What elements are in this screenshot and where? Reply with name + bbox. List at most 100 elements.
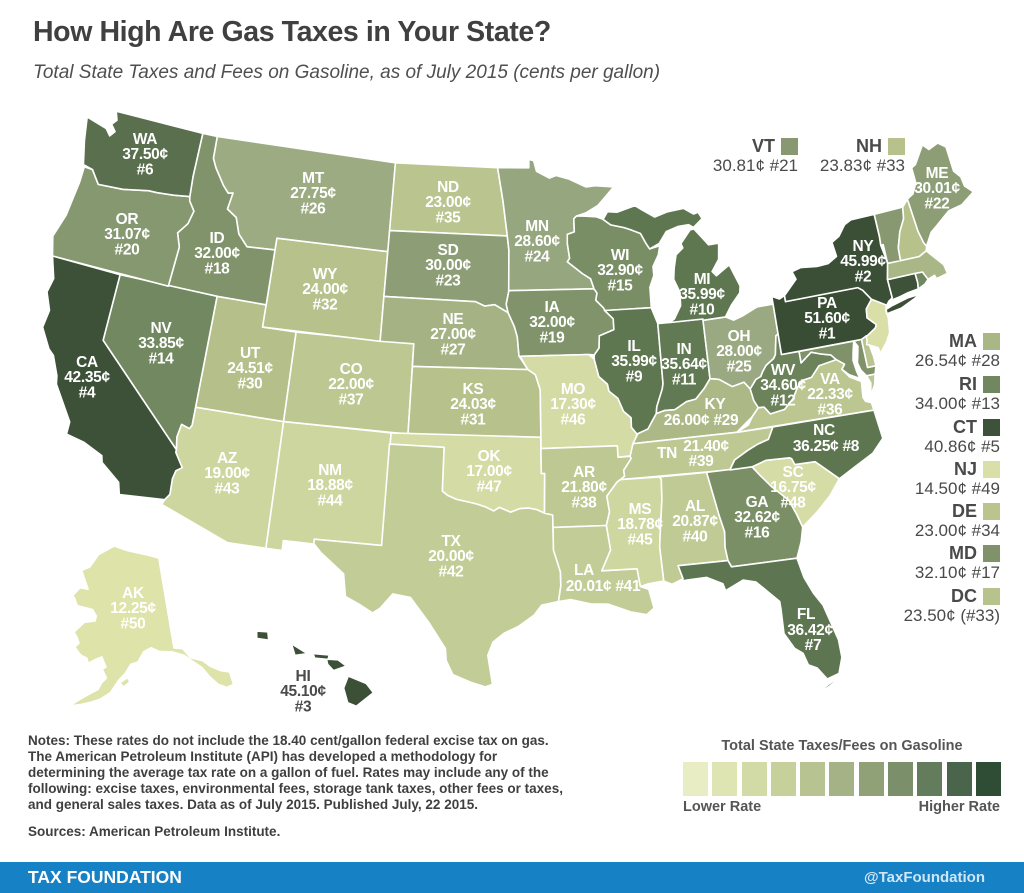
svg-text:#23: #23: [436, 272, 462, 289]
svg-text:#7: #7: [805, 637, 822, 654]
svg-text:NY: NY: [853, 238, 875, 255]
svg-text:UT: UT: [240, 345, 261, 362]
svg-text:#30: #30: [238, 375, 263, 392]
svg-text:#2: #2: [855, 268, 872, 285]
svg-text:#38: #38: [572, 494, 598, 511]
svg-text:HI: HI: [296, 668, 311, 685]
svg-text:23.00¢: 23.00¢: [425, 194, 471, 211]
svg-text:#4: #4: [79, 384, 96, 401]
svg-text:#26: #26: [301, 200, 327, 217]
svg-text:IL: IL: [627, 338, 640, 355]
svg-text:16.75¢: 16.75¢: [770, 479, 816, 496]
svg-text:12.25¢: 12.25¢: [110, 600, 156, 617]
svg-text:18.78¢: 18.78¢: [617, 516, 663, 533]
svg-text:#11: #11: [672, 371, 697, 388]
svg-text:#24: #24: [525, 248, 551, 265]
svg-text:AR: AR: [573, 464, 595, 481]
svg-text:42.35¢: 42.35¢: [64, 369, 110, 386]
svg-text:#6: #6: [137, 161, 154, 178]
svg-text:#48: #48: [781, 494, 807, 511]
svg-text:IN: IN: [677, 341, 692, 358]
svg-text:#50: #50: [121, 615, 146, 632]
svg-text:32.00¢: 32.00¢: [194, 245, 240, 262]
svg-text:#37: #37: [339, 391, 364, 408]
svg-text:MI: MI: [694, 271, 711, 288]
svg-text:#42: #42: [439, 563, 464, 580]
svg-text:#47: #47: [477, 478, 502, 495]
svg-text:VA: VA: [820, 371, 840, 388]
svg-text:26.00¢ #29: 26.00¢ #29: [664, 412, 739, 429]
svg-text:OR: OR: [116, 211, 139, 228]
svg-text:45.99¢: 45.99¢: [840, 253, 886, 270]
svg-text:NE: NE: [443, 311, 464, 328]
svg-text:#16: #16: [745, 524, 771, 541]
svg-text:#10: #10: [690, 301, 715, 318]
svg-text:MS: MS: [629, 501, 652, 518]
svg-text:19.00¢: 19.00¢: [204, 465, 250, 482]
svg-text:24.51¢: 24.51¢: [227, 360, 273, 377]
svg-text:22.33¢: 22.33¢: [807, 386, 853, 403]
svg-text:PA: PA: [817, 295, 837, 312]
svg-text:NC: NC: [813, 422, 835, 439]
svg-text:OK: OK: [478, 448, 502, 465]
svg-text:27.75¢: 27.75¢: [290, 185, 336, 202]
svg-text:#20: #20: [115, 241, 140, 258]
svg-text:#35: #35: [436, 209, 462, 226]
svg-text:WV: WV: [771, 362, 796, 379]
svg-text:45.10¢: 45.10¢: [280, 683, 326, 700]
svg-text:51.60¢: 51.60¢: [804, 310, 850, 327]
svg-text:#12: #12: [771, 392, 796, 409]
svg-text:28.00¢: 28.00¢: [716, 343, 762, 360]
svg-text:#43: #43: [215, 480, 241, 497]
svg-text:ME: ME: [926, 165, 949, 182]
svg-text:24.03¢: 24.03¢: [450, 396, 496, 413]
svg-text:#45: #45: [628, 531, 654, 548]
svg-text:MN: MN: [525, 218, 549, 235]
svg-text:WA: WA: [133, 131, 157, 148]
svg-text:21.40¢: 21.40¢: [683, 438, 729, 455]
svg-text:32.90¢: 32.90¢: [597, 262, 643, 279]
svg-text:WI: WI: [611, 247, 629, 264]
svg-text:KS: KS: [463, 381, 484, 398]
svg-text:31.07¢: 31.07¢: [104, 226, 150, 243]
svg-text:24.00¢: 24.00¢: [302, 281, 348, 298]
svg-text:21.80¢: 21.80¢: [561, 479, 607, 496]
svg-text:KY: KY: [705, 396, 727, 413]
svg-text:CA: CA: [76, 354, 98, 371]
svg-text:32.00¢: 32.00¢: [529, 314, 575, 331]
svg-text:35.99¢: 35.99¢: [611, 353, 657, 370]
svg-text:NM: NM: [318, 462, 342, 479]
svg-text:SC: SC: [783, 464, 804, 481]
svg-text:IA: IA: [545, 299, 560, 316]
svg-text:20.87¢: 20.87¢: [672, 513, 718, 530]
svg-text:36.42¢: 36.42¢: [787, 622, 833, 639]
svg-text:NV: NV: [151, 320, 173, 337]
svg-text:17.00¢: 17.00¢: [466, 463, 512, 480]
svg-text:35.99¢: 35.99¢: [679, 286, 725, 303]
svg-text:30.01¢: 30.01¢: [914, 180, 960, 197]
svg-text:17.30¢: 17.30¢: [550, 396, 596, 413]
svg-text:30.00¢: 30.00¢: [425, 257, 471, 274]
svg-text:36.25¢ #8: 36.25¢ #8: [793, 438, 860, 455]
svg-text:#44: #44: [318, 492, 344, 509]
svg-text:#1: #1: [819, 325, 836, 342]
svg-text:FL: FL: [797, 606, 815, 623]
svg-text:#18: #18: [205, 260, 231, 277]
svg-text:MO: MO: [561, 381, 586, 398]
svg-text:AL: AL: [685, 498, 705, 515]
svg-text:20.01¢ #41: 20.01¢ #41: [566, 578, 641, 595]
svg-text:WY: WY: [313, 266, 338, 283]
svg-text:#15: #15: [608, 277, 634, 294]
svg-text:ND: ND: [437, 179, 459, 196]
svg-text:#25: #25: [727, 358, 753, 375]
svg-text:#3: #3: [295, 698, 312, 715]
svg-text:#32: #32: [313, 296, 338, 313]
svg-text:MT: MT: [302, 170, 325, 187]
svg-text:32.62¢: 32.62¢: [734, 509, 780, 526]
svg-text:TX: TX: [441, 533, 461, 550]
svg-text:#19: #19: [540, 329, 566, 346]
svg-text:22.00¢: 22.00¢: [328, 376, 374, 393]
svg-text:ID: ID: [210, 230, 225, 247]
svg-text:#27: #27: [441, 341, 466, 358]
svg-text:SD: SD: [438, 242, 459, 259]
